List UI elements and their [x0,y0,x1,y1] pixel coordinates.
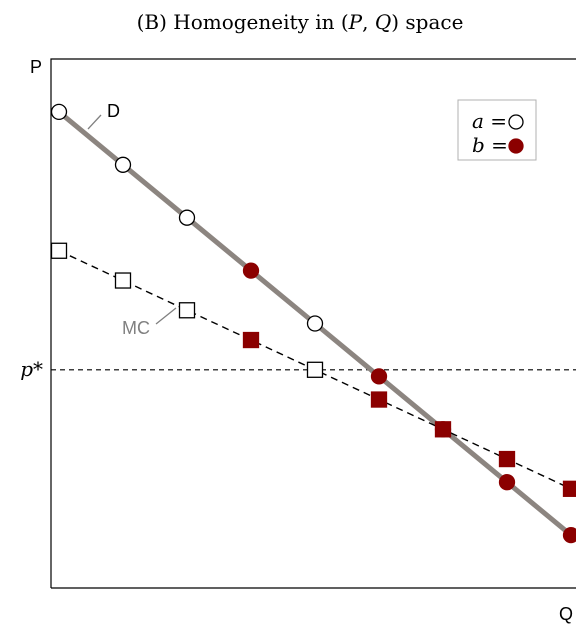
marker-d-1 [114,156,132,173]
axis-frame [50,58,576,588]
axes: P Q [30,57,576,624]
marker-d-3 [242,262,260,279]
marker-d-5 [370,368,388,385]
marker-mc-6 [434,421,452,438]
legend-box [457,99,537,161]
marker-d-2 [178,209,196,226]
reference-line: p* [20,357,576,381]
chart-title-var2: Q [375,10,391,34]
svg-text:(B) Homogeneity in (P, Q) spac: (B) Homogeneity in (P, Q) space [137,10,464,34]
series-label-mc: MC [122,318,150,338]
chart-title-suffix: ) space [391,10,463,34]
chart-title-prefix: (B) Homogeneity in ( [137,10,349,34]
marker-d-4 [306,315,324,332]
chart-title-var1: P [348,10,363,34]
legend: a =b = [457,99,537,161]
marker-d-7 [498,474,516,491]
y-axis-label: P [30,57,42,77]
series-labels: D MC [87,101,177,338]
legend-label-b: b = [472,133,508,157]
legend-marker-b [508,138,524,154]
series-markers [50,103,576,544]
marker-mc-8 [562,480,576,497]
legend-label-a: a = [472,109,507,133]
marker-mc-3 [242,331,260,349]
marker-mc-5 [370,391,388,408]
series-label-d: D [107,101,120,121]
marker-mc-1 [114,272,132,289]
marker-mc-7 [498,450,516,468]
label-leader-d [87,114,102,130]
label-leader-mc [155,307,177,325]
marker-d-8 [562,526,576,544]
marker-mc-0 [50,242,68,259]
marker-mc-2 [178,302,196,319]
marker-d-0 [50,103,68,121]
legend-marker-a [508,114,524,130]
p-star-label: p* [20,357,43,381]
marker-mc-4 [306,361,324,378]
chart-title: (B) Homogeneity in (P, Q) space [137,10,464,34]
chart-title-sep: , [362,10,375,34]
x-axis-label: Q [559,604,573,624]
